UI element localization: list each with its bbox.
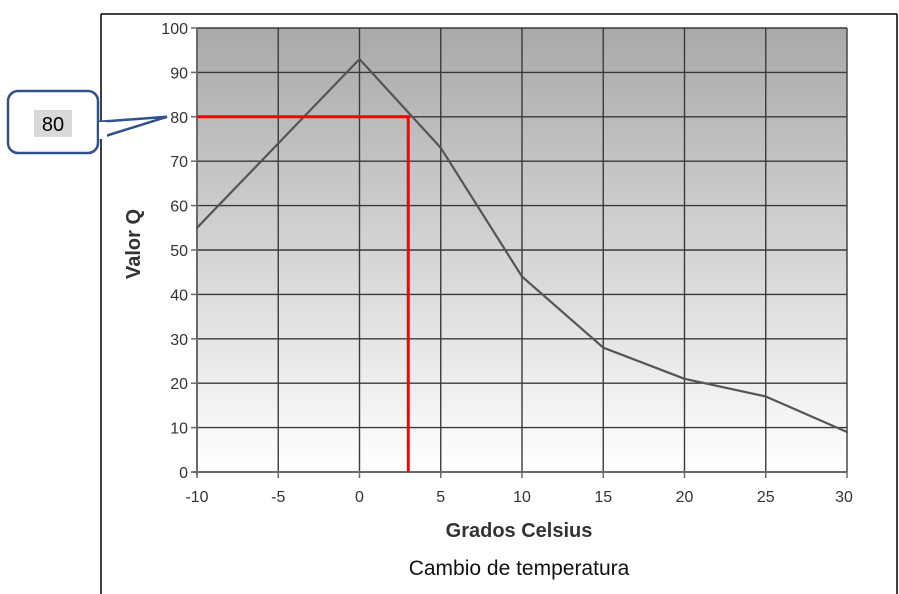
x-tick-label: 20 bbox=[676, 489, 694, 506]
callout-label-bg bbox=[34, 110, 72, 137]
data-point bbox=[358, 57, 361, 61]
data-point bbox=[520, 275, 524, 278]
y-tick-label: 70 bbox=[170, 154, 188, 171]
y-tick-label: 80 bbox=[170, 110, 188, 127]
y-tick-label: 60 bbox=[170, 199, 188, 216]
data-point bbox=[764, 395, 767, 398]
y-tick-label: 100 bbox=[161, 21, 188, 38]
x-axis-label: Grados Celsius bbox=[446, 520, 593, 542]
chart-subtitle: Cambio de temperatura bbox=[409, 557, 630, 580]
data-point bbox=[439, 146, 442, 149]
x-tick-label: 25 bbox=[757, 489, 775, 506]
axes bbox=[193, 28, 847, 475]
y-axis-ticks: 0 10 20 30 40 50 60 70 80 90 100 bbox=[161, 21, 197, 482]
annotation-layer bbox=[197, 115, 410, 472]
series-layer bbox=[195, 57, 849, 434]
y-tick-label: 0 bbox=[179, 465, 188, 482]
y-tick-label: 20 bbox=[170, 376, 188, 393]
x-tick-label: -10 bbox=[185, 489, 208, 506]
callout-80: 80 bbox=[6, 89, 168, 155]
x-tick-label: 0 bbox=[355, 489, 364, 506]
callout-label: 80 bbox=[42, 114, 64, 136]
data-point bbox=[683, 377, 686, 380]
x-axis-ticks: -10 -5 0 5 10 15 20 25 30 bbox=[185, 472, 853, 506]
x-tick-label: 5 bbox=[436, 489, 445, 506]
x-tick-label: -5 bbox=[271, 489, 285, 506]
data-point bbox=[195, 226, 199, 229]
data-point bbox=[277, 142, 280, 145]
y-tick-label: 90 bbox=[170, 65, 188, 82]
data-point bbox=[845, 430, 849, 434]
x-tick-label: 30 bbox=[835, 489, 853, 506]
y-tick-label: 30 bbox=[170, 332, 188, 349]
data-point bbox=[602, 346, 605, 349]
x-tick-label: 15 bbox=[594, 489, 612, 506]
y-tick-label: 50 bbox=[170, 243, 188, 260]
y-tick-label: 10 bbox=[170, 421, 188, 438]
y-axis-label: Valor Q bbox=[123, 209, 145, 279]
x-tick-label: 10 bbox=[513, 489, 531, 506]
callout-joint bbox=[99, 122, 107, 139]
y-tick-label: 40 bbox=[170, 287, 188, 304]
